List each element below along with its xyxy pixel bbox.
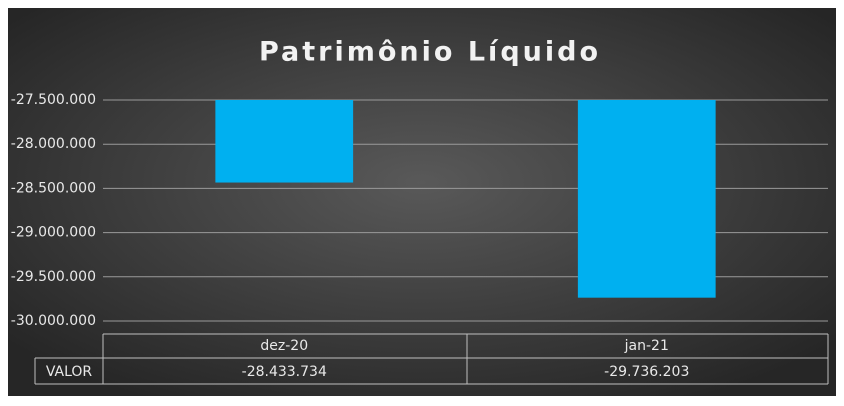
y-tick-label: -30.000.000 [11, 313, 96, 329]
data-table: VALOR [34, 333, 829, 385]
data-table-value: -29.736.203 [604, 364, 689, 380]
y-tick-label: -29.500.000 [11, 269, 96, 285]
x-tick-label: dez-20 [260, 338, 308, 354]
x-tick-label: jan-21 [624, 338, 669, 354]
y-tick-label: -28.500.000 [11, 180, 96, 196]
bar [215, 100, 354, 183]
bar [577, 100, 716, 298]
y-tick-label: -29.000.000 [11, 225, 96, 241]
y-tick-label: -27.500.000 [11, 92, 96, 108]
chart-title: Patrimônio Líquido [259, 37, 601, 68]
y-tick-label: -28.000.000 [11, 136, 96, 152]
data-table-value: -28.433.734 [242, 364, 327, 380]
series-name: VALOR [46, 364, 93, 380]
